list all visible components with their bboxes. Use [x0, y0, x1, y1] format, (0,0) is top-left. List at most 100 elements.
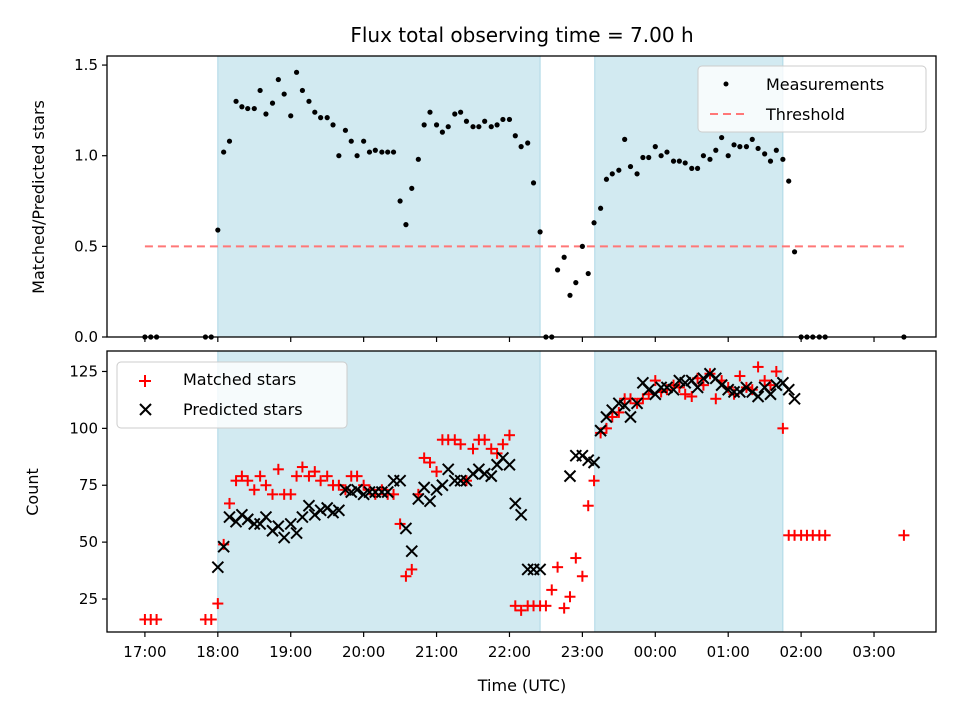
x-tick-label: 22:00 [488, 643, 531, 661]
y-tick-label: 0.0 [74, 328, 98, 346]
predicted-star-point [405, 545, 418, 558]
measurement-point [585, 270, 591, 277]
measurement-point [233, 98, 239, 104]
measurement-point [427, 109, 433, 115]
matched-star-point [606, 411, 618, 423]
measurement-point [652, 144, 658, 150]
predicted-star-point [217, 540, 230, 553]
predicted-star-point [272, 519, 285, 533]
measurement-point [433, 122, 440, 128]
measurement-point [627, 163, 634, 170]
predicted-star-point [509, 497, 522, 510]
measurement-point [390, 149, 397, 155]
matched-star-point [582, 500, 594, 512]
measurement-point [512, 133, 518, 139]
predicted-star-point [667, 383, 680, 396]
matched-star-point [540, 600, 552, 612]
matched-star-point [503, 429, 515, 441]
predicted-star-point [563, 469, 577, 483]
bottom-panel: 25 50 75 100 125 17:00 18:00 19:00 20:00 21:00 22… [23, 350, 937, 695]
predicted-star-point [691, 381, 704, 394]
top-panel: 0.0 0.5 1.0 1.5 Matched/Predicted stars Mea… [29, 55, 937, 346]
measurement-point [257, 87, 263, 94]
matched-star-point [576, 570, 588, 582]
matched-star-point [212, 598, 224, 610]
matched-star-point [303, 470, 315, 482]
predicted-star-point [478, 467, 491, 481]
bottom-y-ticks: 25 50 75 100 125 [69, 362, 107, 608]
matched-star-point [248, 484, 260, 496]
matched-star-point [285, 488, 297, 500]
measurement-point [452, 111, 458, 117]
x-tick-label: 18:00 [196, 643, 239, 661]
measurement-points [142, 69, 907, 340]
measurement-point [324, 115, 330, 121]
top-axes-frame [106, 55, 937, 338]
matched-star-point [223, 497, 235, 509]
measurement-point [567, 292, 573, 298]
predicted-star-point [296, 510, 309, 524]
predicted-star-point [211, 560, 225, 574]
predicted-star-point [332, 504, 346, 517]
predicted-star-point [715, 378, 728, 392]
measurement-point [251, 105, 257, 112]
predicted-star-point [533, 563, 547, 576]
matched-star-point [770, 365, 782, 377]
measurement-point [603, 176, 610, 182]
y-tick-label: 50 [79, 533, 98, 551]
measurement-point [482, 118, 488, 124]
predicted-star-point [448, 474, 461, 487]
predicted-star-point [454, 474, 467, 487]
measurement-point [773, 147, 779, 153]
measurement-point [719, 134, 725, 141]
matched-star-point [254, 470, 266, 482]
matched-star-point [515, 604, 527, 616]
measurement-point [767, 158, 774, 164]
matched-star-point [418, 452, 430, 464]
matched-star-point [260, 479, 272, 491]
matched-star-point [242, 475, 254, 487]
matched-star-point [625, 393, 637, 405]
y-tick-label: 125 [69, 362, 98, 380]
measurement-point [731, 142, 737, 148]
measurement-point [518, 144, 524, 150]
predicted-star-point [485, 469, 498, 483]
measurement-point [682, 160, 688, 166]
y-tick-label: 100 [69, 419, 98, 437]
x-tick-label: 23:00 [561, 643, 604, 661]
matched-star-point [351, 470, 363, 482]
measurement-point [755, 145, 761, 152]
measurement-point [403, 222, 409, 228]
matched-star-point [449, 434, 461, 446]
measurement-point [354, 153, 360, 159]
measurement-point [299, 87, 306, 94]
measurement-point [579, 243, 585, 249]
x-tick-label: 21:00 [415, 643, 458, 661]
matched-star-point [406, 563, 418, 575]
measurement-point [476, 124, 482, 130]
predicted-star-point [277, 531, 291, 544]
measurement-point [415, 156, 421, 162]
matched-star-point [230, 475, 242, 487]
measurement-point [366, 149, 373, 155]
measurement-point [573, 280, 579, 286]
predicted-star-point [363, 485, 376, 499]
predicted-star-point [259, 510, 273, 524]
measurement-point [494, 122, 500, 128]
measurement-point [537, 229, 543, 235]
matched-star-point [558, 602, 570, 614]
measurement-point [743, 144, 750, 150]
measurement-point [281, 91, 287, 97]
legend-predicted-marker [139, 403, 152, 416]
predicted-star-point [417, 481, 431, 494]
matched-star-point [400, 570, 412, 582]
predicted-star-point [284, 517, 297, 531]
legend-matched-marker [139, 375, 151, 387]
predicted-star-point [393, 474, 407, 487]
measurement-point [470, 124, 476, 130]
predicted-star-point [423, 494, 437, 508]
measurement-point [786, 178, 792, 184]
measurement-point [342, 127, 349, 133]
x-axis-label: Time (UTC) [477, 676, 566, 695]
x-tick-label: 20:00 [342, 643, 385, 661]
